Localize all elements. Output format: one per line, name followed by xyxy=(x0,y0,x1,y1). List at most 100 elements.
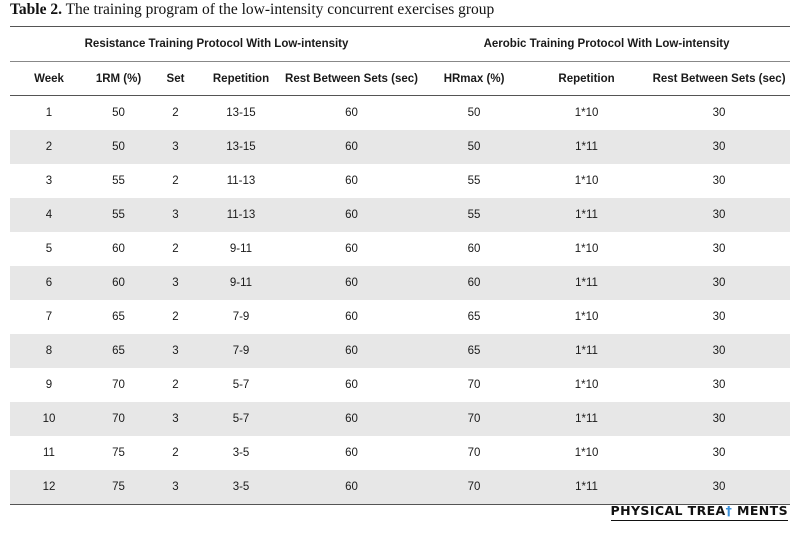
table-row: 5 60 2 9-11 60 60 1*10 30 xyxy=(10,232,790,266)
training-program-table: Resistance Training Protocol With Low-in… xyxy=(10,26,791,505)
cell-aerobic-rest: 30 xyxy=(712,175,726,187)
cell-1rm: 75 xyxy=(88,470,149,505)
table-row: 10 70 3 5-7 60 70 1*11 30 xyxy=(10,402,791,436)
table-row: 11 75 2 3-5 60 70 1*10 30 xyxy=(10,436,790,470)
cell-week: 9 xyxy=(45,379,53,391)
cell-aerobic-rest: 30 xyxy=(712,107,726,119)
cell-1rm: 55 xyxy=(88,198,149,232)
cell-resistance-repetition: 11-13 xyxy=(226,175,256,187)
table-row: 12 75 3 3-5 60 70 1*11 30 xyxy=(10,470,791,505)
cell-aerobic-rest: 30 xyxy=(648,130,791,164)
table-row: 7 65 2 7-9 60 65 1*10 30 xyxy=(10,300,790,334)
cell-aerobic-repetition: 1*11 xyxy=(525,334,649,368)
cell-week: 2 xyxy=(10,130,88,164)
table-caption-text: The training program of the low-intensit… xyxy=(61,1,495,18)
cell-aerobic-repetition: 1*11 xyxy=(525,198,649,232)
cell-aerobic-repetition: 1*11 xyxy=(525,470,649,505)
cell-resistance-repetition: 7-9 xyxy=(202,334,280,368)
cell-aerobic-repetition: 1*10 xyxy=(574,107,599,119)
cell-aerobic-rest: 30 xyxy=(648,198,791,232)
cell-aerobic-rest: 30 xyxy=(648,266,791,300)
cell-set: 3 xyxy=(149,402,202,436)
column-header-set: Set xyxy=(149,61,202,96)
cell-hrmax: 70 xyxy=(423,470,526,505)
cell-hrmax: 70 xyxy=(423,402,526,436)
cell-hrmax: 65 xyxy=(423,334,526,368)
cell-aerobic-repetition: 1*11 xyxy=(525,130,649,164)
cell-week: 5 xyxy=(45,243,53,255)
table-row: 3 55 2 11-13 60 55 1*10 30 xyxy=(10,164,790,198)
cell-resistance-repetition: 13-15 xyxy=(202,130,280,164)
table-row: 4 55 3 11-13 60 55 1*11 30 xyxy=(10,198,791,232)
cell-week: 3 xyxy=(45,175,53,187)
group-header-row: Resistance Training Protocol With Low-in… xyxy=(10,26,791,62)
cell-aerobic-rest: 30 xyxy=(712,447,726,459)
cell-resistance-repetition: 13-15 xyxy=(226,107,256,119)
logo-text-part1: PHYSICAL TREA xyxy=(610,503,726,518)
cell-resistance-rest: 60 xyxy=(280,402,424,436)
cell-hrmax: 55 xyxy=(423,198,526,232)
column-header-1rm: 1RM (%) xyxy=(88,61,149,96)
cell-resistance-rest: 60 xyxy=(345,311,358,323)
cell-resistance-rest: 60 xyxy=(280,470,424,505)
table-body: 1 50 2 13-15 60 50 1*10 30 2 50 3 13-15 60 50 1*11 30 3 5… xyxy=(10,96,791,505)
cell-set: 2 xyxy=(172,175,179,187)
cell-1rm: 60 xyxy=(112,243,125,255)
cell-resistance-repetition: 3-5 xyxy=(202,470,280,505)
cell-1rm: 70 xyxy=(112,379,125,391)
cell-week: 11 xyxy=(43,447,55,459)
column-header-week: Week xyxy=(10,61,88,96)
cell-aerobic-rest: 30 xyxy=(648,334,791,368)
cell-aerobic-repetition: 1*10 xyxy=(574,175,599,187)
table-row: 8 65 3 7-9 60 65 1*11 30 xyxy=(10,334,791,368)
cell-hrmax: 55 xyxy=(467,175,481,187)
cell-set: 2 xyxy=(172,311,179,323)
column-header-aerobic-rest: Rest Between Sets (sec) xyxy=(648,61,791,96)
table-caption: Table 2. The training program of the low… xyxy=(10,0,494,20)
cell-aerobic-rest: 30 xyxy=(712,311,726,323)
cell-resistance-repetition: 5-7 xyxy=(232,379,250,391)
cell-1rm: 60 xyxy=(88,266,149,300)
cell-1rm: 75 xyxy=(112,447,125,459)
cell-resistance-rest: 60 xyxy=(345,175,358,187)
table-row: 2 50 3 13-15 60 50 1*11 30 xyxy=(10,130,791,164)
aerobic-group-header: Aerobic Training Protocol With Low-inten… xyxy=(423,26,791,62)
logo-cross-mark: † xyxy=(725,503,733,518)
cell-set: 2 xyxy=(172,243,179,255)
cell-hrmax: 60 xyxy=(467,243,481,255)
cell-resistance-repetition: 11-13 xyxy=(202,198,280,232)
cell-aerobic-rest: 30 xyxy=(648,470,791,505)
cell-set: 2 xyxy=(172,447,179,459)
cell-week: 6 xyxy=(10,266,88,300)
cell-week: 1 xyxy=(45,107,53,119)
cell-aerobic-repetition: 1*11 xyxy=(525,266,649,300)
cell-resistance-repetition: 3-5 xyxy=(232,447,250,459)
cell-week: 10 xyxy=(10,402,88,436)
cell-resistance-rest: 60 xyxy=(345,447,358,459)
cell-aerobic-rest: 30 xyxy=(712,379,726,391)
cell-resistance-rest: 60 xyxy=(280,198,424,232)
column-header-hrmax: HRmax (%) xyxy=(423,61,526,96)
cell-set: 3 xyxy=(149,198,202,232)
cell-aerobic-repetition: 1*10 xyxy=(574,447,599,459)
cell-week: 4 xyxy=(10,198,88,232)
resistance-group-header: Resistance Training Protocol With Low-in… xyxy=(10,26,424,62)
column-header-aerobic-repetition: Repetition xyxy=(525,61,649,96)
cell-resistance-repetition: 5-7 xyxy=(202,402,280,436)
cell-aerobic-repetition: 1*10 xyxy=(574,379,599,391)
cell-aerobic-repetition: 1*10 xyxy=(574,311,599,323)
cell-set: 3 xyxy=(149,470,202,505)
cell-resistance-repetition: 9-11 xyxy=(229,243,253,255)
physical-treatments-logo: PHYSICAL TREA† MENTS xyxy=(610,502,788,521)
table-caption-label: Table 2. xyxy=(10,1,62,18)
cell-resistance-rest: 60 xyxy=(345,243,358,255)
cell-resistance-rest: 60 xyxy=(345,379,358,391)
cell-set: 3 xyxy=(149,334,202,368)
cell-resistance-rest: 60 xyxy=(345,107,358,119)
cell-1rm: 50 xyxy=(88,130,149,164)
cell-1rm: 70 xyxy=(88,402,149,436)
cell-set: 2 xyxy=(172,107,179,119)
cell-hrmax: 70 xyxy=(467,379,481,391)
column-header-resistance-repetition: Repetition xyxy=(202,61,280,96)
cell-set: 3 xyxy=(149,130,202,164)
